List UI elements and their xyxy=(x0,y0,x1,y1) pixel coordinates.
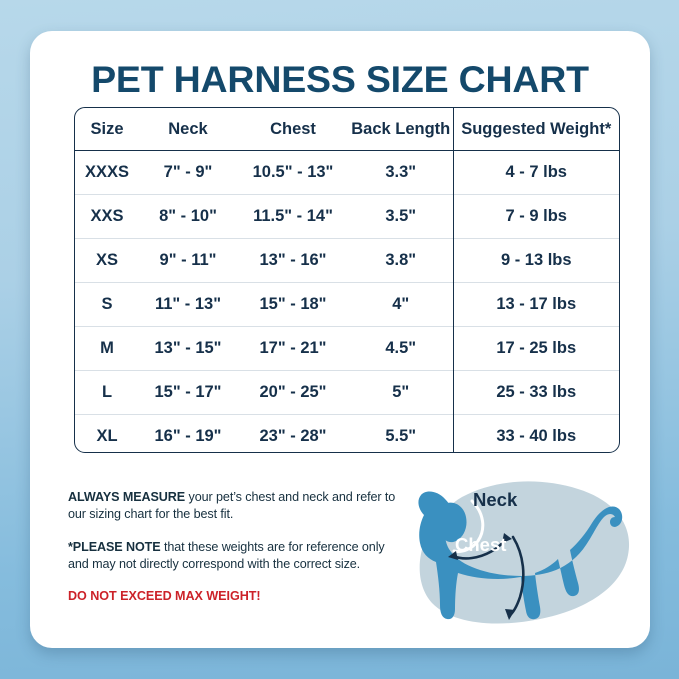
cell-back-length: 4.5" xyxy=(349,326,453,371)
cell-back-length: 5" xyxy=(349,370,453,415)
cell-weight: 17 - 25 lbs xyxy=(452,326,619,371)
cell-weight: 25 - 33 lbs xyxy=(452,370,619,415)
column-header-suggested-weight: Suggested Weight* xyxy=(452,108,619,151)
cell-weight: 4 - 7 lbs xyxy=(452,150,619,195)
cell-weight: 13 - 17 lbs xyxy=(452,282,619,327)
cell-neck: 13" - 15" xyxy=(139,326,237,371)
table-header-row: Size Neck Chest Back Length Suggested We… xyxy=(75,108,619,151)
cell-size: M xyxy=(75,326,139,371)
cell-chest: 23" - 28" xyxy=(237,414,349,452)
table-row: M 13" - 15" 17" - 21" 4.5" 17 - 25 lbs xyxy=(75,326,619,371)
table-body: XXXS 7" - 9" 10.5" - 13" 3.3" 4 - 7 lbs … xyxy=(75,150,619,452)
cell-chest: 20" - 25" xyxy=(237,370,349,415)
cell-size: XL xyxy=(75,414,139,452)
note-please-note-rest: that these weights are for reference onl… xyxy=(68,540,385,571)
note-please-note: *PLEASE NOTE that these weights are for … xyxy=(68,539,398,572)
column-header-neck: Neck xyxy=(139,108,237,151)
table-row: XXXS 7" - 9" 10.5" - 13" 3.3" 4 - 7 lbs xyxy=(75,150,619,195)
cell-weight: 9 - 13 lbs xyxy=(452,238,619,283)
cell-size: XXXS xyxy=(84,163,130,181)
cell-neck: 9" - 11" xyxy=(139,238,237,283)
dog-illustration xyxy=(400,463,634,635)
cell-chest: 17" - 21" xyxy=(237,326,349,371)
cell-back-length: 5.5" xyxy=(349,414,453,452)
column-header-size: Size xyxy=(75,108,139,151)
cell-back-length: 4" xyxy=(349,282,453,327)
note-max-weight-warning: DO NOT EXCEED MAX WEIGHT! xyxy=(68,589,261,603)
dog-silhouette xyxy=(418,491,623,620)
cell-weight: 33 - 40 lbs xyxy=(452,414,619,452)
cell-neck: 16" - 19" xyxy=(139,414,237,452)
dog-ear xyxy=(440,502,467,543)
table-row: XXS 8" - 10" 11.5" - 14" 3.5" 7 - 9 lbs xyxy=(75,194,619,239)
cell-chest: 15" - 18" xyxy=(237,282,349,327)
neck-arrow-head-right xyxy=(502,533,512,543)
table-header: Size Neck Chest Back Length Suggested We… xyxy=(75,108,619,151)
table-row: XL 16" - 19" 23" - 28" 5.5" 33 - 40 lbs xyxy=(75,414,619,452)
notes-block: ALWAYS MEASURE your pet’s chest and neck… xyxy=(68,489,398,603)
neck-measure-arrow xyxy=(451,537,508,560)
cell-size: XS xyxy=(75,238,139,283)
note-always-measure: ALWAYS MEASURE your pet’s chest and neck… xyxy=(68,489,398,522)
table-row: XS 9" - 11" 13" - 16" 3.8" 9 - 13 lbs xyxy=(75,238,619,283)
neck-arrow-head-left xyxy=(448,551,458,560)
note-please-note-lead: *PLEASE NOTE xyxy=(68,540,161,554)
content-card: PET HARNESS SIZE CHART Size Neck Chest B… xyxy=(30,31,650,648)
cell-size: S xyxy=(75,282,139,327)
column-header-back-length: Back Length xyxy=(349,108,453,151)
table-row: S 11" - 13" 15" - 18" 4" 13 - 17 lbs xyxy=(75,282,619,327)
neck-measure-loop xyxy=(452,499,485,553)
cell-chest: 10.5" - 13" xyxy=(252,163,334,181)
cell-neck: 8" - 10" xyxy=(139,194,237,239)
column-header-chest: Chest xyxy=(237,108,349,151)
cell-back-length: 3.8" xyxy=(349,238,453,283)
cell-chest: 13" - 16" xyxy=(237,238,349,283)
note-always-measure-rest: your pet’s chest and neck and refer to o… xyxy=(68,490,396,521)
chest-arrow-head xyxy=(505,609,515,620)
cell-neck: 7" - 9" xyxy=(163,163,213,181)
cell-weight: 7 - 9 lbs xyxy=(452,194,619,239)
cell-chest: 11.5" - 14" xyxy=(237,194,349,239)
cell-neck: 15" - 17" xyxy=(139,370,237,415)
page-title: PET HARNESS SIZE CHART xyxy=(91,58,589,100)
size-table: Size Neck Chest Back Length Suggested We… xyxy=(75,108,619,452)
size-table-container: Size Neck Chest Back Length Suggested We… xyxy=(74,107,620,453)
cell-back-length: 3.3" xyxy=(385,163,417,181)
table-row: L 15" - 17" 20" - 25" 5" 25 - 33 lbs xyxy=(75,370,619,415)
cell-size: XXS xyxy=(75,194,139,239)
cell-size: L xyxy=(75,370,139,415)
cell-neck: 11" - 13" xyxy=(139,282,237,327)
note-always-measure-lead: ALWAYS MEASURE xyxy=(68,490,186,504)
cell-back-length: 3.5" xyxy=(349,194,453,239)
